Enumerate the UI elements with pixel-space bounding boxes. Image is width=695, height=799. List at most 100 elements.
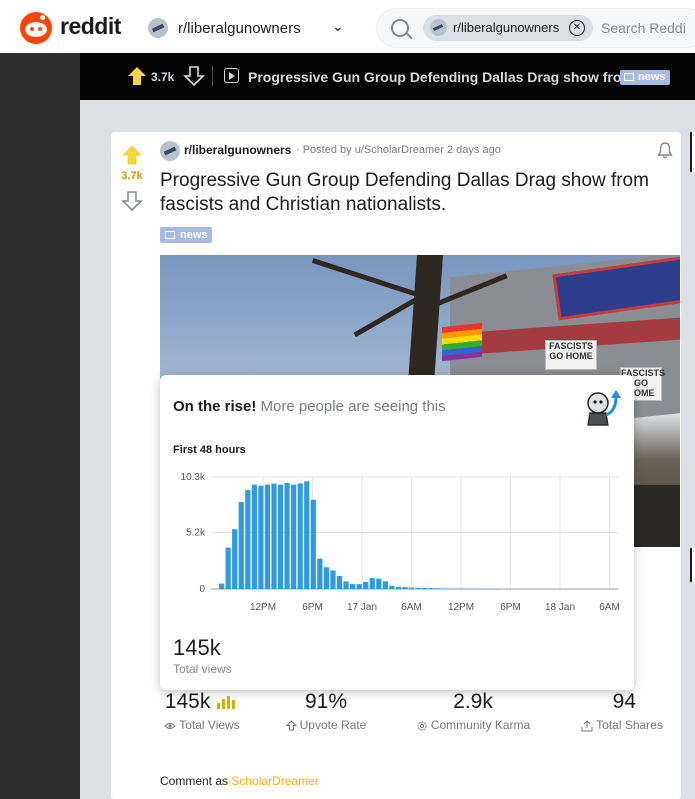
chevron-down-icon: ⌄ <box>332 18 344 34</box>
post-flair-label: news <box>180 229 208 241</box>
stat-label: Upvote Rate <box>299 718 367 732</box>
comment-as-prefix: Comment as <box>160 774 229 788</box>
community-switcher-label: r/liberalgunowners <box>178 20 301 37</box>
views-bar <box>487 588 493 590</box>
views-bar <box>310 499 316 589</box>
newspaper-icon <box>165 231 175 239</box>
post-title[interactable]: Progressive Gun Group Defending Dallas D… <box>160 170 649 215</box>
post-bar-score: 3.7k <box>151 70 175 84</box>
downvote-icon[interactable] <box>121 190 143 212</box>
views-bar <box>428 588 434 589</box>
x-tick-label: 6PM <box>302 602 323 613</box>
views-bar <box>441 588 447 589</box>
views-bar <box>369 578 375 589</box>
post-bar-flair[interactable]: news <box>620 70 670 85</box>
views-chart: 10.3k 5.2k 0 12PM 6PM 17 Jan 6AM 12PM 6PM 18 Jan 6… <box>181 472 620 613</box>
views-bar <box>494 588 500 590</box>
post-bar-title[interactable]: Progressive Gun Group Defending Dallas D… <box>248 69 634 85</box>
stat-value: 145k <box>164 690 211 713</box>
eye-icon <box>164 722 176 729</box>
reddit-wordmark[interactable]: reddit <box>60 13 121 39</box>
subreddit-avatar-icon <box>148 18 168 38</box>
stat-value-wrap: 145k <box>160 690 244 714</box>
image-pride-flag <box>442 322 482 362</box>
bell-icon[interactable] <box>656 141 674 159</box>
logo-face <box>25 22 47 37</box>
search-input[interactable]: Search Reddi <box>601 20 686 36</box>
post-play-icon <box>224 68 239 83</box>
snoo-rising-icon <box>587 390 621 426</box>
views-bar <box>382 581 388 589</box>
views-bar <box>389 585 395 589</box>
total-views-label: Total views <box>173 662 232 676</box>
y-tick-label: 0 <box>199 584 205 595</box>
stat-label-wrap: Total Shares <box>576 718 668 732</box>
views-bar <box>251 484 257 589</box>
community-switcher[interactable]: r/liberalgunowners ⌄ <box>144 12 354 44</box>
subreddit-link[interactable]: r/liberalgunowners <box>184 143 292 157</box>
stat-value: 91% <box>304 690 348 713</box>
comment-as-user-link[interactable]: ScholarDreamer <box>231 774 319 788</box>
downvote-icon[interactable] <box>183 65 205 87</box>
x-tick-label: 12PM <box>250 602 276 613</box>
upvote-outline-icon <box>285 720 297 731</box>
total-views-value: 145k <box>173 635 221 660</box>
x-tick-label: 17 Jan <box>347 602 377 613</box>
views-bar <box>317 558 323 589</box>
views-bar <box>467 588 474 590</box>
image-tree-branch <box>353 297 417 338</box>
views-bar <box>291 484 297 589</box>
views-bar <box>264 484 271 589</box>
views-bar <box>343 581 349 589</box>
stat-community-karma[interactable]: 2.9k Community Karma <box>408 690 538 732</box>
views-bar <box>448 588 454 590</box>
stat-label-wrap: Total Views <box>160 718 244 732</box>
views-bar <box>402 587 408 589</box>
karma-gear-icon <box>417 721 427 731</box>
views-bar <box>225 547 231 589</box>
stat-label-wrap: Upvote Rate <box>280 718 372 732</box>
views-bar <box>350 584 356 589</box>
views-bar <box>297 483 303 589</box>
on-the-rise-popup: On the rise! More people are seeing this… <box>160 375 634 690</box>
views-bar <box>422 588 428 589</box>
x-tick-label: 6AM <box>599 602 620 613</box>
subreddit-avatar-icon <box>430 19 447 36</box>
views-bar <box>408 587 415 589</box>
views-bar <box>219 583 225 589</box>
rise-heading: On the rise! More people are seeing this <box>173 398 446 415</box>
rise-heading-bold: On the rise! <box>173 398 257 415</box>
rise-heading-rest: More people are seeing this <box>260 398 446 415</box>
subreddit-avatar-icon[interactable] <box>160 141 180 161</box>
views-bar <box>474 588 480 590</box>
views-bar <box>461 588 467 590</box>
close-icon[interactable]: ✕ <box>569 20 585 36</box>
views-bar <box>395 586 402 589</box>
post-top-bar: 3.7k Progressive Gun Group Defending Dal… <box>80 53 695 100</box>
stat-total-shares[interactable]: 94 Total Shares <box>576 690 668 732</box>
upvote-icon[interactable] <box>121 144 143 166</box>
search-scope-label: r/liberalgunowners <box>453 20 560 35</box>
stat-total-views[interactable]: 145k Total Views <box>160 690 244 732</box>
stat-label-wrap: Community Karma <box>408 718 538 732</box>
views-bar <box>238 502 244 589</box>
views-bar <box>323 567 329 589</box>
top-header: reddit r/liberalgunowners ⌄ r/liberalgun… <box>0 0 695 54</box>
comment-as: Comment as ScholarDreamer <box>160 774 319 788</box>
views-bar <box>454 588 460 590</box>
views-bar <box>284 482 290 589</box>
posted-by-text: · Posted by u/ScholarDreamer 2 days ago <box>296 144 501 156</box>
views-bar <box>363 581 369 589</box>
upvote-icon[interactable] <box>126 65 148 87</box>
search-bar[interactable]: r/liberalgunowners ✕ Search Reddi <box>376 8 695 48</box>
stat-upvote-rate[interactable]: 91% Upvote Rate <box>280 690 372 732</box>
image-tree-branch <box>311 258 419 297</box>
search-scope-chip[interactable]: r/liberalgunowners ✕ <box>423 15 593 41</box>
sidebar-card-edge <box>690 548 695 582</box>
views-bar <box>336 575 343 589</box>
logo-eye-left <box>30 27 34 31</box>
stat-value: 2.9k <box>453 690 493 713</box>
views-bar <box>415 587 421 589</box>
reddit-logo-icon[interactable] <box>20 12 52 44</box>
post-flair[interactable]: news <box>160 227 212 243</box>
